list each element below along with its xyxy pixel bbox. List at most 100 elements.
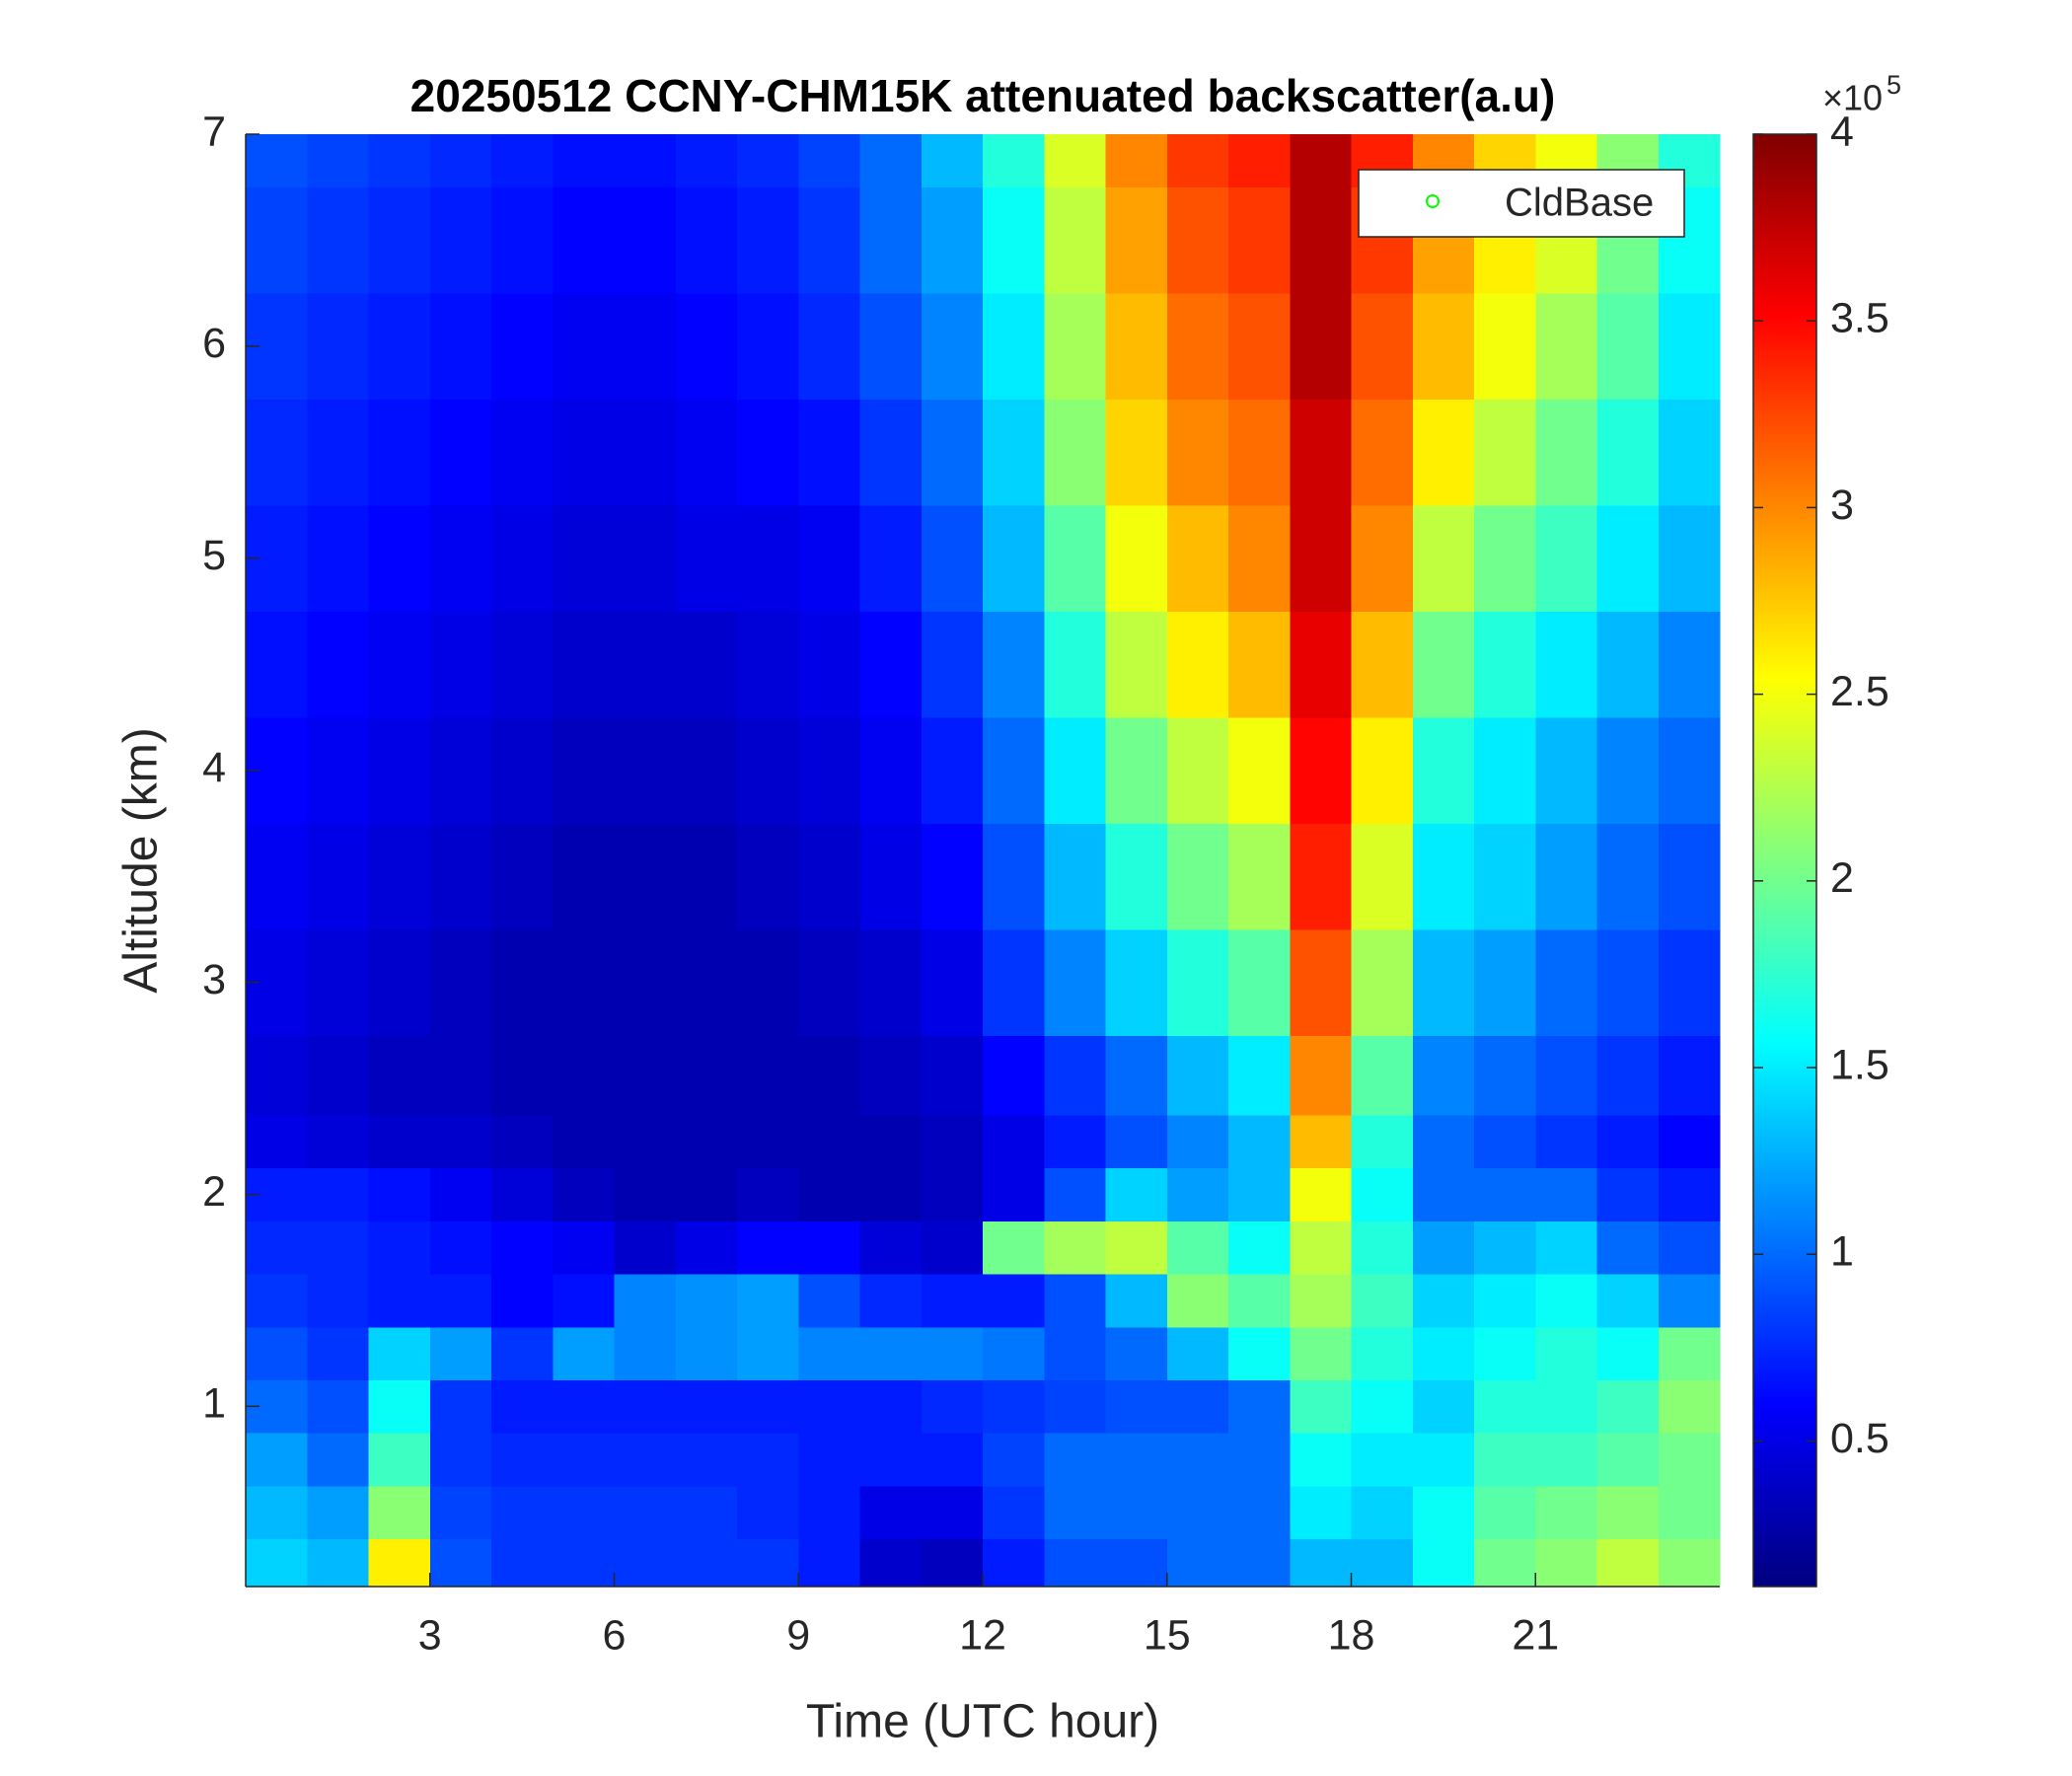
heatmap-cell [675, 1167, 738, 1221]
heatmap-cell [1474, 1274, 1536, 1328]
heatmap-cell [614, 823, 677, 930]
heatmap-cell [1535, 1485, 1597, 1540]
heatmap-cell [553, 1167, 615, 1221]
heatmap-cell [1474, 1221, 1536, 1275]
heatmap-cell [1474, 1379, 1536, 1434]
heatmap-cell [1290, 1433, 1352, 1487]
heatmap-cell [553, 716, 615, 824]
heatmap-cell [1658, 1114, 1721, 1169]
y-tick-label: 6 [202, 320, 226, 367]
heatmap-cell [737, 823, 799, 930]
heatmap-cell [246, 1274, 308, 1328]
heatmap-cell [798, 399, 860, 506]
heatmap-cell [1351, 1538, 1414, 1588]
heatmap-cell [1658, 1035, 1721, 1116]
heatmap-cell [983, 293, 1045, 401]
heatmap-cell [921, 1274, 984, 1328]
heatmap-cell [429, 1433, 492, 1487]
heatmap-cell [737, 134, 799, 188]
heatmap-cell [859, 399, 923, 506]
heatmap-cell [553, 1379, 615, 1434]
heatmap-cell [798, 1538, 860, 1588]
heatmap-cell [429, 823, 492, 930]
heatmap-cell [1351, 1326, 1414, 1380]
heatmap-cell [553, 1114, 615, 1169]
heatmap-cell [1105, 1035, 1168, 1116]
heatmap-cell [1290, 1114, 1352, 1169]
heatmap-cell [1535, 1379, 1597, 1434]
heatmap-cell [921, 928, 984, 1036]
x-tick-label: 9 [786, 1611, 810, 1659]
heatmap-cell [737, 293, 799, 401]
heatmap-cell [737, 1326, 799, 1380]
heatmap-cell [491, 1538, 554, 1588]
heatmap-cell [859, 1167, 923, 1221]
heatmap-cell [246, 1485, 308, 1540]
heatmap-cell [368, 186, 431, 294]
heatmap-cell [1290, 1167, 1352, 1221]
heatmap-cell [1658, 1326, 1721, 1380]
heatmap-cell [246, 1326, 308, 1380]
heatmap-cell [737, 1538, 799, 1588]
heatmap-cell [1474, 928, 1536, 1036]
heatmap-cell [859, 505, 923, 613]
heatmap-cell [675, 823, 738, 930]
colorbar-multiplier: ×10 [1822, 78, 1883, 118]
heatmap-cell [1290, 716, 1352, 824]
heatmap-cell [859, 928, 923, 1036]
heatmap-cell [1166, 134, 1229, 188]
heatmap-cell [1658, 1538, 1721, 1588]
heatmap-cell [429, 1326, 492, 1380]
heatmap-cell [1290, 134, 1352, 188]
heatmap-cell [1658, 1485, 1721, 1540]
heatmap-cell [1290, 1035, 1352, 1116]
heatmap-cell [429, 1379, 492, 1434]
heatmap-cell [1105, 611, 1168, 718]
colorbar-tick-label: 3 [1830, 481, 1854, 529]
heatmap-cell [1412, 823, 1475, 930]
heatmap-cell [1658, 293, 1721, 401]
heatmap-cell [429, 505, 492, 613]
heatmap-cell [1044, 1221, 1106, 1275]
heatmap-cell [307, 1114, 369, 1169]
heatmap-cell [1290, 399, 1352, 506]
heatmap-cell [307, 1379, 369, 1434]
heatmap-cell [983, 1114, 1045, 1169]
heatmap-cell [983, 1485, 1045, 1540]
heatmap-cell [1596, 1274, 1660, 1328]
heatmap-cell [1474, 823, 1536, 930]
heatmap-cell [921, 186, 984, 294]
heatmap-cell [491, 134, 554, 188]
heatmap-cell [1044, 1538, 1106, 1588]
heatmap-cell [798, 1274, 860, 1328]
heatmap-cell [859, 1326, 923, 1380]
heatmap-cell [1105, 1114, 1168, 1169]
heatmap-cell [1228, 1221, 1291, 1275]
heatmap-cell [921, 1538, 984, 1588]
heatmap-cell [1351, 399, 1414, 506]
heatmap-cell [553, 293, 615, 401]
heatmap-cell [368, 1433, 431, 1487]
heatmap-cell [1166, 293, 1229, 401]
heatmap-cell [491, 1433, 554, 1487]
heatmap-cell [553, 186, 615, 294]
heatmap-cell [1166, 1485, 1229, 1540]
heatmap-cell [983, 1167, 1045, 1221]
heatmap-cell [1596, 293, 1660, 401]
heatmap-cell [1596, 505, 1660, 613]
heatmap-cell [614, 928, 677, 1036]
heatmap-cell [859, 134, 923, 188]
heatmap-cell [1474, 1114, 1536, 1169]
heatmap-cell [553, 611, 615, 718]
heatmap-cell [491, 293, 554, 401]
heatmap-cell [921, 1221, 984, 1275]
heatmap-cell [859, 186, 923, 294]
heatmap-cell [983, 1221, 1045, 1275]
heatmap-cell [1658, 1167, 1721, 1221]
heatmap-cell [368, 1538, 431, 1588]
heatmap-cell [1228, 928, 1291, 1036]
heatmap-cell [429, 1167, 492, 1221]
heatmap-cell [859, 823, 923, 930]
heatmap-cell [614, 716, 677, 824]
